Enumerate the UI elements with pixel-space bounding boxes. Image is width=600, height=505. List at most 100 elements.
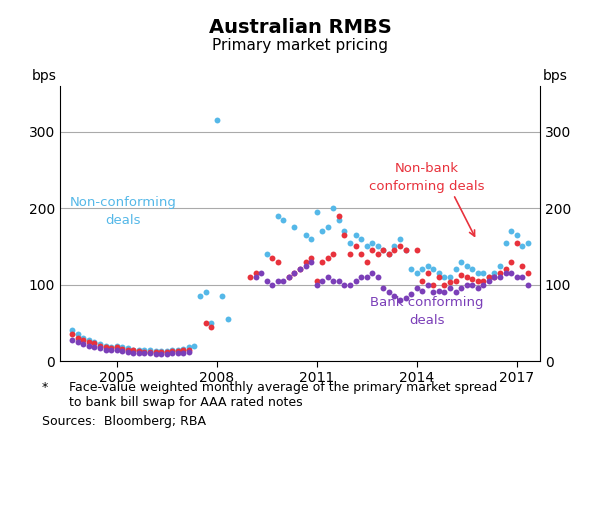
Point — [440, 281, 449, 289]
Point — [423, 281, 433, 289]
Point — [428, 265, 438, 273]
Point — [301, 258, 310, 266]
Point — [68, 326, 77, 334]
Point — [434, 287, 444, 295]
Point — [518, 262, 527, 270]
Point — [73, 334, 82, 342]
Point — [162, 350, 172, 358]
Point — [268, 254, 277, 262]
Point — [251, 273, 260, 281]
Point — [501, 238, 511, 246]
Point — [156, 350, 166, 358]
Point — [323, 273, 332, 281]
Text: bps: bps — [543, 69, 568, 83]
Point — [134, 345, 144, 353]
Point — [179, 348, 188, 357]
Point — [362, 273, 371, 281]
Point — [223, 315, 232, 323]
Point — [317, 258, 327, 266]
Point — [379, 246, 388, 254]
Point — [295, 265, 305, 273]
Point — [312, 208, 322, 216]
Point — [167, 346, 177, 355]
Point — [356, 273, 366, 281]
Point — [290, 269, 299, 277]
Point — [173, 347, 182, 355]
Point — [445, 273, 455, 281]
Point — [384, 250, 394, 258]
Point — [301, 262, 310, 270]
Point — [268, 281, 277, 289]
Point — [123, 345, 133, 353]
Point — [329, 277, 338, 285]
Point — [89, 343, 99, 351]
Point — [406, 265, 416, 273]
Point — [278, 216, 288, 224]
Point — [317, 227, 327, 235]
Point — [167, 349, 177, 358]
Point — [284, 273, 294, 281]
Point — [123, 348, 133, 356]
Text: Sources:  Bloomberg; RBA: Sources: Bloomberg; RBA — [42, 415, 206, 428]
Point — [506, 269, 516, 277]
Point — [68, 336, 77, 344]
Point — [401, 246, 410, 254]
Point — [428, 288, 438, 296]
Point — [412, 246, 421, 254]
Point — [173, 349, 182, 358]
Point — [273, 212, 283, 220]
Point — [512, 273, 521, 281]
Point — [451, 277, 460, 285]
Point — [440, 273, 449, 281]
Point — [106, 346, 116, 355]
Point — [501, 265, 511, 273]
Point — [73, 330, 82, 338]
Point — [145, 346, 155, 355]
Point — [490, 273, 499, 281]
Point — [95, 344, 105, 352]
Point — [490, 269, 499, 277]
Point — [329, 204, 338, 212]
Point — [495, 262, 505, 270]
Point — [451, 265, 460, 273]
Point — [73, 338, 82, 346]
Point — [418, 265, 427, 273]
Text: to bank bill swap for AAA rated notes: to bank bill swap for AAA rated notes — [69, 396, 302, 410]
Point — [395, 235, 405, 243]
Point — [79, 334, 88, 342]
Point — [351, 231, 361, 239]
Point — [473, 277, 482, 285]
Point — [451, 288, 460, 296]
Point — [467, 265, 477, 273]
Point — [523, 269, 532, 277]
Point — [445, 278, 455, 286]
Text: Bank conforming
deals: Bank conforming deals — [370, 296, 484, 327]
Point — [395, 242, 405, 250]
Point — [345, 281, 355, 289]
Text: Non-bank
conforming deals: Non-bank conforming deals — [369, 162, 484, 193]
Text: Non-conforming
deals: Non-conforming deals — [70, 196, 177, 227]
Point — [462, 262, 472, 270]
Point — [84, 338, 94, 346]
Point — [373, 250, 382, 258]
Point — [384, 250, 394, 258]
Point — [340, 231, 349, 239]
Point — [218, 292, 227, 300]
Point — [145, 348, 155, 356]
Point — [418, 277, 427, 285]
Point — [101, 343, 110, 351]
Point — [479, 277, 488, 285]
Point — [373, 242, 382, 250]
Point — [179, 345, 188, 353]
Point — [368, 246, 377, 254]
Point — [278, 277, 288, 285]
Point — [284, 273, 294, 281]
Point — [389, 292, 399, 300]
Point — [401, 294, 410, 302]
Point — [440, 288, 449, 296]
Text: Face-value weighted monthly average of the primary market spread: Face-value weighted monthly average of t… — [69, 381, 497, 394]
Point — [462, 273, 472, 281]
Point — [368, 269, 377, 277]
Point — [495, 273, 505, 281]
Text: Primary market pricing: Primary market pricing — [212, 38, 388, 53]
